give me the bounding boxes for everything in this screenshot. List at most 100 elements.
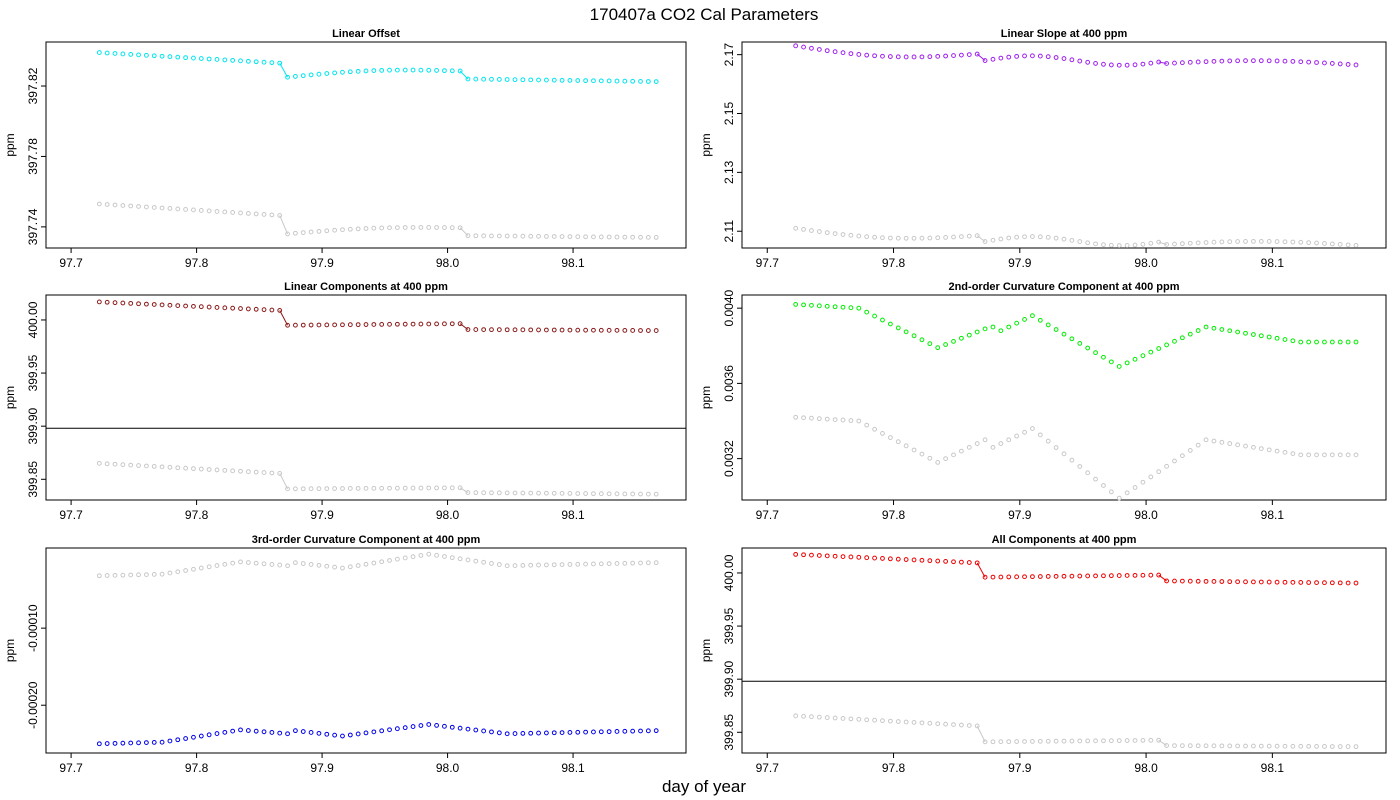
data-point <box>520 563 526 568</box>
data-point <box>191 734 196 740</box>
x-tick-label: 97.7 <box>756 256 780 270</box>
data-point <box>645 728 651 734</box>
data-point <box>159 739 165 745</box>
data-point <box>300 729 306 734</box>
data-point <box>653 491 659 497</box>
data-point <box>1353 62 1359 68</box>
data-point <box>300 561 306 566</box>
data-point <box>622 491 628 497</box>
data-point <box>630 328 636 333</box>
data-point <box>473 727 479 733</box>
data-point <box>638 78 643 84</box>
data-point <box>543 730 549 736</box>
data-point <box>638 728 643 734</box>
data-point <box>402 485 408 491</box>
data-point <box>1298 580 1304 585</box>
data-point <box>1101 483 1106 488</box>
data-point <box>1022 234 1027 240</box>
data-point <box>927 455 933 461</box>
data-point <box>1290 338 1296 344</box>
x-tick-label: 97.8 <box>185 508 209 522</box>
data-point <box>1211 325 1217 331</box>
data-point <box>1306 452 1312 458</box>
data-point <box>543 77 549 83</box>
data-point <box>363 226 369 231</box>
data-point <box>1211 58 1217 64</box>
data-point <box>816 303 822 309</box>
panel-6: All Components at 400 ppm 97.7 97.8 97.9 98.… <box>699 534 1387 775</box>
data-point <box>982 574 988 580</box>
data-point <box>887 235 893 241</box>
data-point <box>308 730 314 735</box>
data-point <box>442 485 447 491</box>
series-1 <box>96 722 659 747</box>
data-point <box>528 233 534 239</box>
figure-xlabel: day of year <box>662 777 746 796</box>
data-point <box>645 79 651 84</box>
data-point <box>848 51 854 57</box>
data-point <box>959 559 964 565</box>
data-point <box>167 206 173 211</box>
data-point <box>1266 743 1272 749</box>
data-point <box>575 729 581 735</box>
data-point <box>1290 59 1296 64</box>
data-point <box>120 300 126 306</box>
x-tick-label: 97.7 <box>59 256 83 270</box>
data-point <box>96 201 102 207</box>
data-point <box>645 328 651 333</box>
data-point <box>151 205 157 210</box>
data-point <box>1227 441 1233 446</box>
data-point <box>1077 58 1083 64</box>
data-point <box>520 327 526 333</box>
data-point <box>1069 237 1075 243</box>
data-point <box>630 728 636 734</box>
data-point <box>959 722 964 728</box>
data-point <box>1314 60 1319 65</box>
data-point <box>1093 61 1098 66</box>
x-tick-label: 97.8 <box>882 256 906 270</box>
data-point <box>1148 60 1154 66</box>
data-point <box>277 213 283 218</box>
data-point <box>104 50 110 56</box>
series-connector <box>279 62 289 78</box>
data-point <box>410 67 416 73</box>
data-point <box>793 302 799 307</box>
data-point <box>614 234 620 240</box>
data-point <box>645 234 651 240</box>
data-point <box>473 490 479 496</box>
data-point <box>903 443 909 449</box>
data-point <box>895 325 901 331</box>
data-point <box>1116 738 1122 744</box>
data-point <box>1077 464 1083 469</box>
data-point <box>1282 579 1288 585</box>
data-point <box>1298 59 1304 65</box>
data-point <box>198 733 204 739</box>
data-point <box>136 301 141 307</box>
data-point <box>832 417 838 422</box>
data-point <box>809 45 814 51</box>
data-point <box>269 60 275 66</box>
data-point <box>1053 235 1059 241</box>
data-point <box>245 211 251 216</box>
data-point <box>622 560 628 566</box>
data-point <box>214 57 220 62</box>
data-point <box>567 234 573 240</box>
data-point <box>402 555 408 561</box>
x-tick-label: 98.1 <box>561 256 585 270</box>
data-point <box>935 235 941 241</box>
data-point <box>809 302 814 308</box>
data-point <box>974 51 980 57</box>
data-point <box>1298 743 1304 749</box>
x-tick-label: 97.7 <box>756 761 780 775</box>
data-point <box>1258 58 1264 64</box>
data-point <box>864 717 870 723</box>
data-point <box>379 67 385 73</box>
data-point <box>653 328 659 333</box>
data-point <box>1298 239 1304 245</box>
data-point <box>1282 743 1288 749</box>
data-point <box>387 225 392 231</box>
data-point <box>167 464 173 470</box>
data-point <box>442 68 447 74</box>
data-point <box>943 53 949 59</box>
data-point <box>1243 330 1248 336</box>
